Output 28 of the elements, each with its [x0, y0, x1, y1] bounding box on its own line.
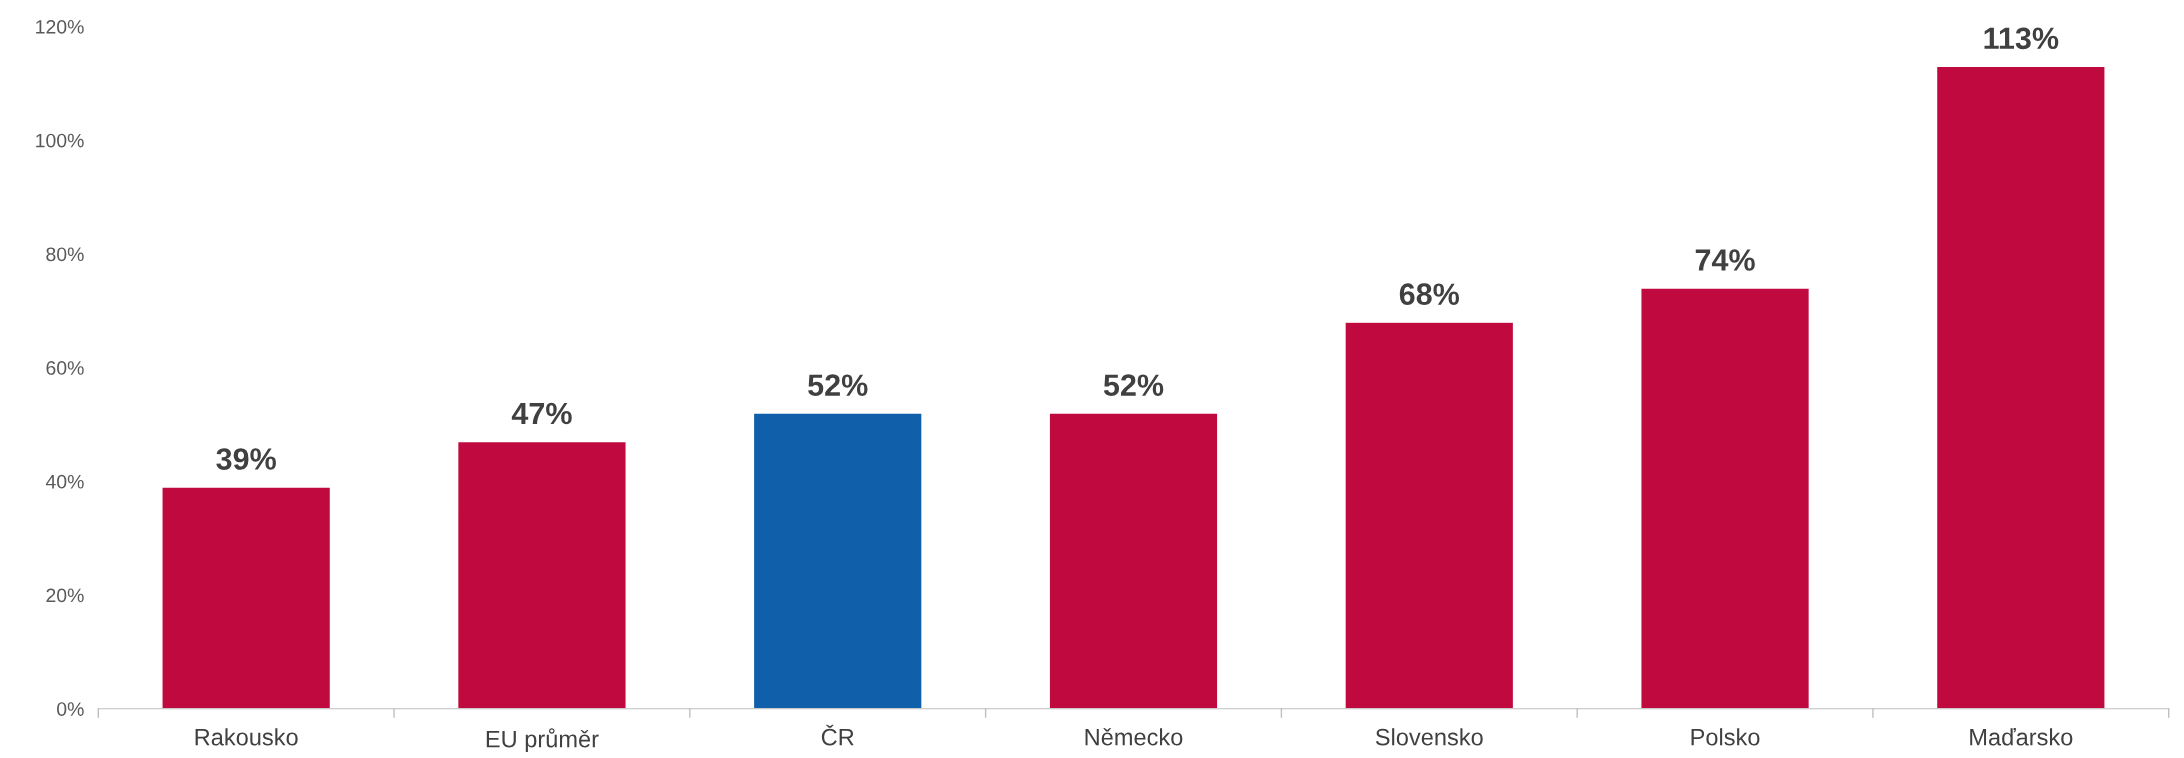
x-tick-label: Rakousko [195, 728, 298, 746]
y-tick-label: 100% [36, 133, 84, 148]
bar [1935, 65, 2106, 709]
y-tick-label: 40% [45, 474, 84, 489]
data-label: 74% [1695, 249, 1755, 271]
bar [456, 440, 627, 709]
bar [1344, 321, 1515, 709]
y-tick-label: 120% [36, 20, 84, 34]
bar [161, 486, 332, 709]
x-tick-label: Polsko [1691, 728, 1760, 746]
data-label: 52% [808, 374, 868, 396]
bar [1640, 287, 1811, 709]
x-tick-label: EU průměr [486, 728, 599, 753]
y-tick-label: 0% [57, 702, 84, 716]
data-label: 113% [1984, 27, 2059, 50]
data-label: 68% [1399, 283, 1460, 305]
data-label: 47% [511, 402, 572, 425]
x-tick-label: Slovensko [1375, 728, 1483, 746]
bar [1048, 412, 1219, 709]
y-tick-label: 20% [46, 588, 84, 603]
bar [752, 412, 923, 709]
x-tick-label: Maďarsko [1970, 728, 2073, 746]
data-label: 52% [1103, 374, 1164, 396]
x-tick-label: ČR [821, 724, 854, 746]
data-label: 39% [216, 448, 276, 470]
y-tick-label: 60% [46, 361, 84, 375]
x-tick-label: Německo [1085, 728, 1183, 746]
y-tick-label: 80% [46, 247, 84, 262]
